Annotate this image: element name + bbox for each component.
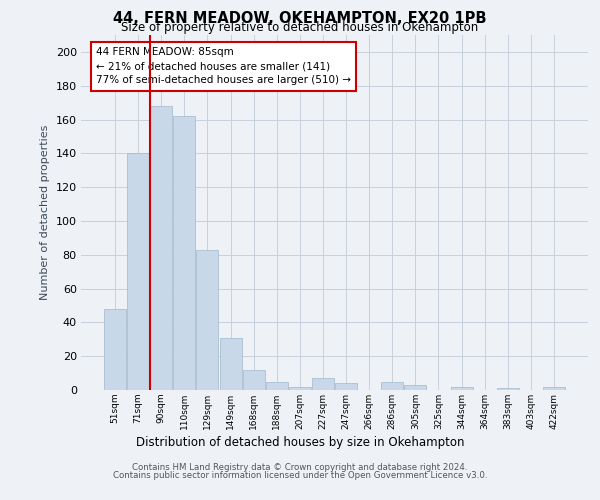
Bar — [312, 378, 334, 390]
Text: Contains HM Land Registry data © Crown copyright and database right 2024.: Contains HM Land Registry data © Crown c… — [132, 463, 468, 472]
Bar — [104, 309, 126, 390]
Bar — [451, 386, 473, 390]
Bar — [173, 116, 196, 390]
Y-axis label: Number of detached properties: Number of detached properties — [40, 125, 50, 300]
Bar — [543, 386, 565, 390]
Bar — [127, 154, 149, 390]
Text: Distribution of detached houses by size in Okehampton: Distribution of detached houses by size … — [136, 436, 464, 449]
Bar — [289, 386, 311, 390]
Bar — [196, 250, 218, 390]
Bar — [220, 338, 242, 390]
Bar — [335, 383, 357, 390]
Bar — [150, 106, 172, 390]
Bar — [381, 382, 403, 390]
Text: 44 FERN MEADOW: 85sqm
← 21% of detached houses are smaller (141)
77% of semi-det: 44 FERN MEADOW: 85sqm ← 21% of detached … — [96, 48, 351, 86]
Text: Size of property relative to detached houses in Okehampton: Size of property relative to detached ho… — [121, 22, 479, 35]
Bar — [404, 385, 427, 390]
Bar — [497, 388, 519, 390]
Bar — [266, 382, 288, 390]
Text: 44, FERN MEADOW, OKEHAMPTON, EX20 1PB: 44, FERN MEADOW, OKEHAMPTON, EX20 1PB — [113, 11, 487, 26]
Text: Contains public sector information licensed under the Open Government Licence v3: Contains public sector information licen… — [113, 472, 487, 480]
Bar — [242, 370, 265, 390]
